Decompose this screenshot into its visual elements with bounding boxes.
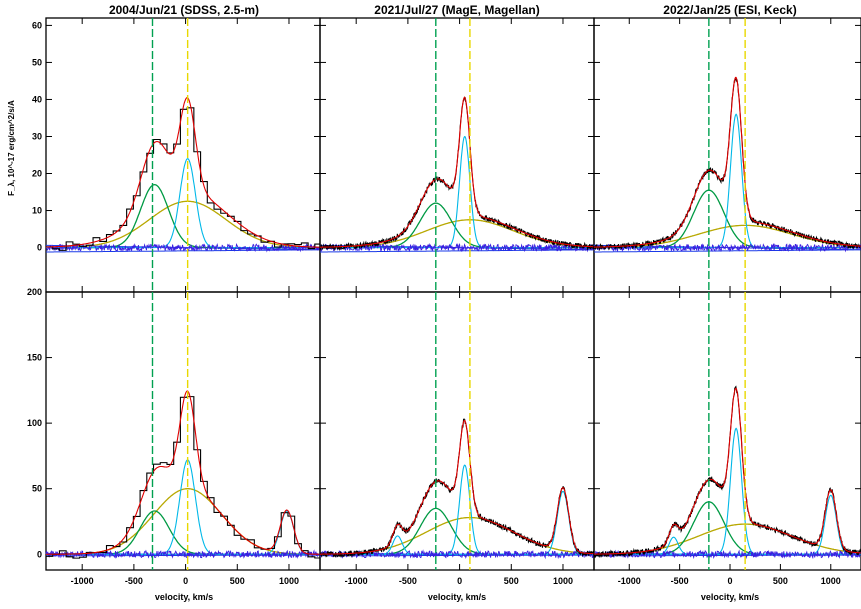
x-tick-label: 500 [230,576,245,586]
x-tick-label: -500 [125,576,143,586]
y-tick-label: 100 [27,418,42,428]
very-broad-component [46,488,320,555]
continuum-line [46,249,320,253]
y-tick-label: 50 [32,57,42,67]
panel-frame [45,291,321,571]
y-tick-label: 60 [32,20,42,30]
y-tick-label: 150 [27,353,42,363]
panels-group: 0 10 20 30 40 50 60 -1000 -500 0 500 1000 0 50 100 150 2… [27,17,861,586]
residual-line [319,242,594,253]
x-axis-label-2: velocity, km/s [428,592,486,602]
x-tick-label: -1000 [618,576,641,586]
x-axis-label-3: velocity, km/s [701,592,759,602]
x-tick-label: 0 [183,576,188,586]
y-tick-label: 40 [32,94,42,104]
continuum-line [594,249,861,253]
residual-line [45,549,320,559]
panel-bottom-3: -1000 -500 0 500 1000 [593,291,861,586]
panel-bottom-1: -1000 -500 0 500 1000 0 50 100 150 200 [27,287,321,586]
x-tick-label: 1000 [279,576,299,586]
y-tick-label: 20 [32,169,42,179]
panel-top-3 [593,17,861,293]
total-model [594,387,861,555]
very-broad-component [46,200,320,249]
residual-line [593,549,861,560]
total-model [320,419,594,555]
panel-title-3: 2022/Jan/25 (ESI, Keck) [663,3,796,17]
x-tick-label: 0 [728,576,733,586]
y-tick-label: 200 [27,287,42,297]
residual-line [593,242,861,253]
panel-top-1: 0 10 20 30 40 50 60 [32,17,321,293]
x-axis-label-1: velocity, km/s [155,592,213,602]
y-tick-label: 0 [37,549,42,559]
total-model [594,76,861,248]
total-model [46,97,320,248]
panel-title-1: 2004/Jun/21 (SDSS, 2.5-m) [109,3,259,17]
observed-spectrum [593,385,861,559]
y-tick-label: 50 [32,484,42,494]
panel-title-2: 2021/Jul/27 (MagE, Magellan) [374,3,539,17]
x-tick-label: -1000 [71,576,94,586]
y-tick-label: 10 [32,206,42,216]
y-tick-label: 0 [37,243,42,253]
total-model [320,96,594,248]
observed-spectrum [593,77,861,252]
x-tick-label: 500 [773,576,788,586]
extra-component [594,494,861,555]
panel-top-2 [319,17,595,293]
x-tick-label: 0 [457,576,462,586]
total-model [46,390,320,555]
observed-spectrum [319,96,595,252]
panel-bottom-2: -1000 -500 0 500 1000 [319,291,595,586]
narrow-component [46,158,320,249]
continuum-line [320,249,594,253]
broad-component [46,183,320,249]
narrow-component [46,459,320,555]
observed-spectrum [46,107,320,251]
x-tick-label: 1000 [821,576,841,586]
y-tick-label: 30 [32,131,42,141]
x-tick-label: -500 [671,576,689,586]
x-tick-label: 500 [504,576,519,586]
x-tick-label: -500 [399,576,417,586]
continuum-line [320,554,594,557]
residual-line [319,549,595,560]
x-tick-label: -1000 [345,576,368,586]
x-tick-label: 1000 [553,576,573,586]
y-axis-label: F_λ, 10^-17 erg/cm^2/s/A [7,100,16,196]
panel-frame [593,291,861,571]
